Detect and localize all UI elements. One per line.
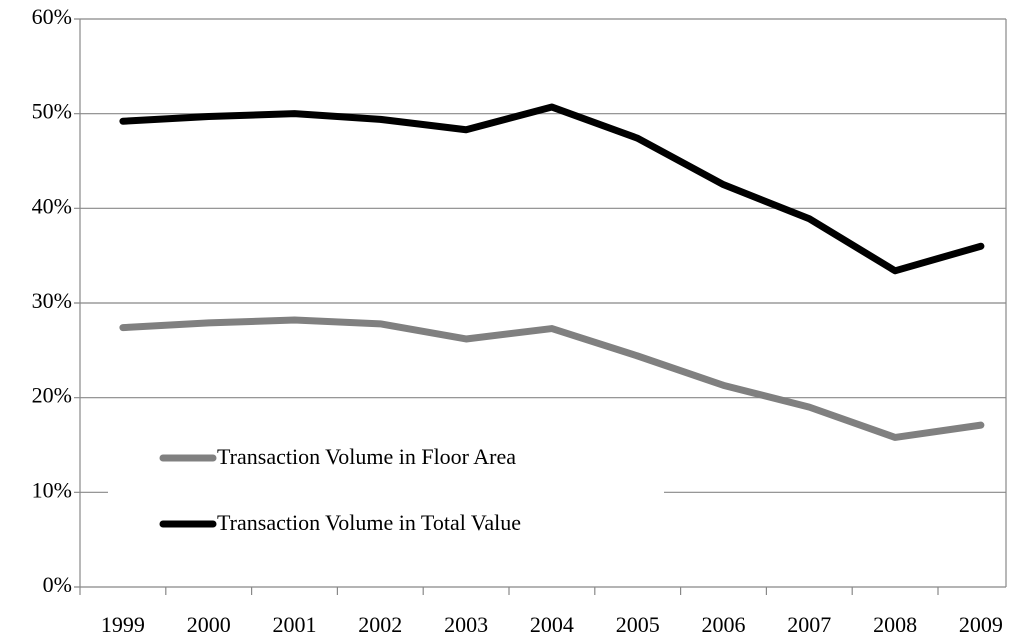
y-tick-label: 20% [32,383,72,408]
x-tick-label: 2004 [530,612,574,637]
x-tick-label: 2005 [616,612,660,637]
legend-label: Transaction Volume in Floor Area [217,444,516,469]
x-tick-label: 2003 [444,612,488,637]
y-tick-label: 10% [32,477,72,502]
y-tick-label: 50% [32,99,72,124]
y-tick-label: 40% [32,193,72,218]
legend-background [108,424,664,556]
x-tick-label: 2001 [273,612,317,637]
x-tick-label: 2002 [358,612,402,637]
x-tick-label: 1999 [101,612,145,637]
legend-label: Transaction Volume in Total Value [217,510,521,535]
line-series [119,316,985,441]
line-series [119,103,985,275]
x-tick-label: 2007 [787,612,831,637]
x-tick-label: 2006 [702,612,746,637]
y-tick-label: 60% [32,4,72,29]
y-tick-label: 30% [32,288,72,313]
x-tick-label: 2009 [959,612,1003,637]
legend: Transaction Volume in Floor Area Transact… [108,424,664,556]
y-tick-label: 0% [43,572,72,597]
x-tick-label: 2000 [187,612,231,637]
x-tick-label: 2008 [873,612,917,637]
